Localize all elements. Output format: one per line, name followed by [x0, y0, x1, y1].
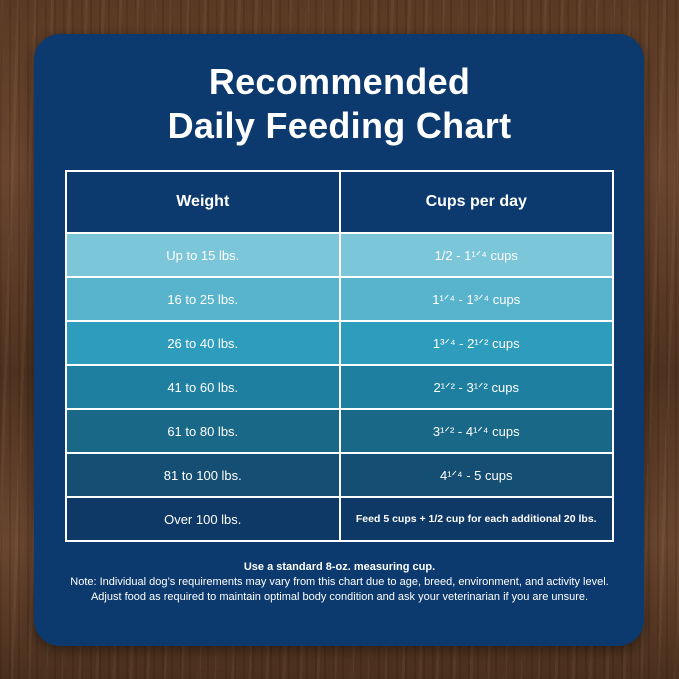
table-row: 41 to 60 lbs. 2¹ᐟ² - 3¹ᐟ² cups — [65, 364, 614, 410]
feeding-table: Weight Cups per day Up to 15 lbs. 1/2 - … — [65, 170, 614, 542]
weight-cell: Over 100 lbs. — [65, 496, 341, 542]
disclaimer-note: Note: Individual dog’s requirements may … — [70, 576, 609, 603]
weight-cell: Up to 15 lbs. — [65, 232, 341, 278]
table-header-row: Weight Cups per day — [65, 170, 614, 234]
weight-cell: 26 to 40 lbs. — [65, 320, 341, 366]
cups-cell: 4¹ᐟ⁴ - 5 cups — [338, 452, 614, 498]
notes-block: Use a standard 8-oz. measuring cup. Note… — [65, 560, 614, 605]
table-row: 61 to 80 lbs. 3¹ᐟ² - 4¹ᐟ⁴ cups — [65, 408, 614, 454]
cups-cell: 2¹ᐟ² - 3¹ᐟ² cups — [338, 364, 614, 410]
table-row: 16 to 25 lbs. 1¹ᐟ⁴ - 1³ᐟ⁴ cups — [65, 276, 614, 322]
page-title: Recommended Daily Feeding Chart — [0, 60, 679, 148]
cups-cell: 1¹ᐟ⁴ - 1³ᐟ⁴ cups — [338, 276, 614, 322]
title-line-2: Daily Feeding Chart — [167, 105, 512, 146]
cups-cell: Feed 5 cups + 1/2 cup for each additiona… — [338, 496, 614, 542]
weight-cell: 41 to 60 lbs. — [65, 364, 341, 410]
cups-cell: 1³ᐟ⁴ - 2¹ᐟ² cups — [338, 320, 614, 366]
weight-cell: 61 to 80 lbs. — [65, 408, 341, 454]
weight-column-header: Weight — [65, 170, 341, 234]
weight-cell: 81 to 100 lbs. — [65, 452, 341, 498]
table-row: 26 to 40 lbs. 1³ᐟ⁴ - 2¹ᐟ² cups — [65, 320, 614, 366]
measuring-cup-note: Use a standard 8-oz. measuring cup. — [243, 561, 436, 573]
cups-column-header: Cups per day — [338, 170, 614, 234]
table-row: 81 to 100 lbs. 4¹ᐟ⁴ - 5 cups — [65, 452, 614, 498]
table-row: Up to 15 lbs. 1/2 - 1¹ᐟ⁴ cups — [65, 232, 614, 278]
weight-cell: 16 to 25 lbs. — [65, 276, 341, 322]
cups-cell: 1/2 - 1¹ᐟ⁴ cups — [338, 232, 614, 278]
title-line-1: Recommended — [208, 61, 471, 102]
cups-cell: 3¹ᐟ² - 4¹ᐟ⁴ cups — [338, 408, 614, 454]
table-row: Over 100 lbs. Feed 5 cups + 1/2 cup for … — [65, 496, 614, 542]
